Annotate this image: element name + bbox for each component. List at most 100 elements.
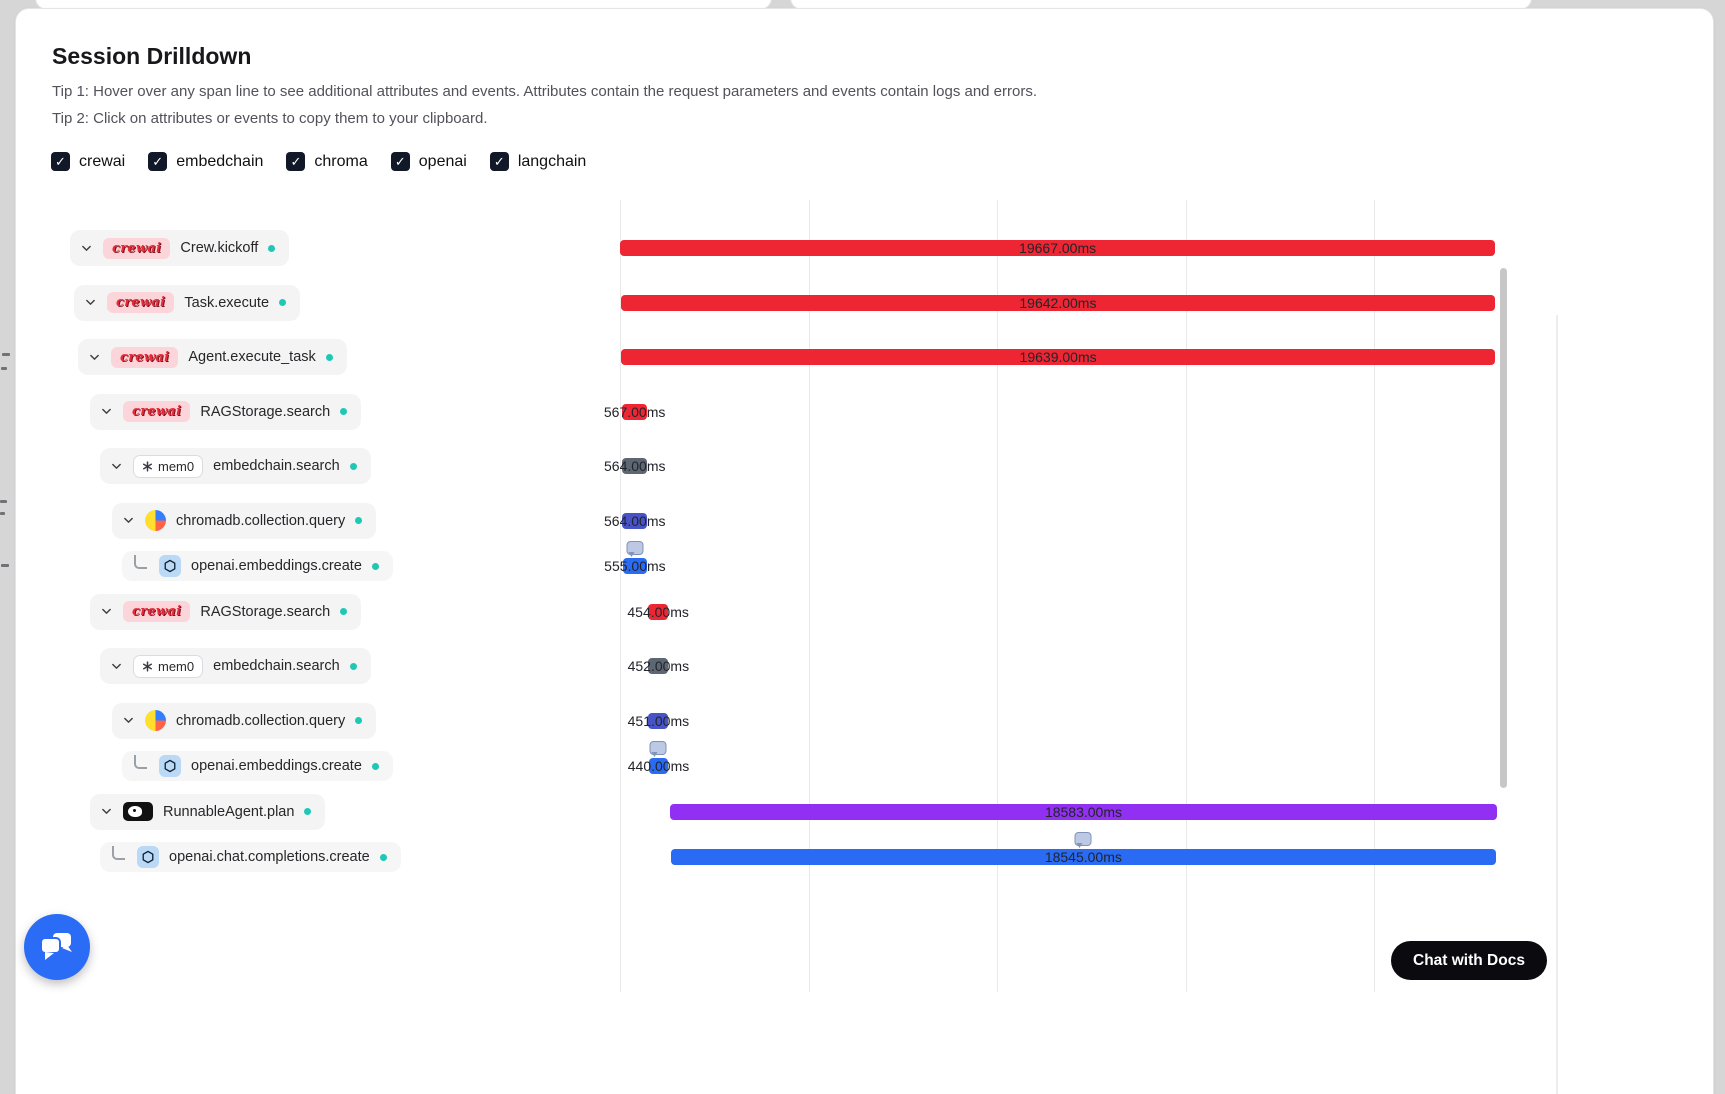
chevron-down-icon[interactable] <box>100 805 113 818</box>
chevron-down-icon[interactable] <box>110 460 123 473</box>
status-dot <box>349 662 357 670</box>
filter-label: embedchain <box>176 152 264 170</box>
trace-row: crewai Task.execute 19642.00ms <box>0 284 1725 321</box>
status-dot <box>268 244 276 252</box>
span-name: embedchain.search <box>213 458 340 474</box>
status-dot <box>371 562 379 570</box>
timeline-grid <box>620 200 1510 992</box>
elbow-connector-icon <box>134 555 147 569</box>
span-pill[interactable]: chromadb.collection.query <box>112 702 377 739</box>
filter-embedchain[interactable]: ✓ embedchain <box>148 152 263 171</box>
chat-bubbles-icon <box>39 931 75 963</box>
chevron-down-icon[interactable] <box>80 242 93 255</box>
chevron-down-icon[interactable] <box>110 660 123 673</box>
span-bar[interactable] <box>622 403 648 420</box>
filter-bar: ✓ crewai ✓ embedchain ✓ chroma ✓ openai ✓ langcha… <box>51 152 586 171</box>
openai-logo <box>159 555 181 577</box>
trace-row: crewai Crew.kickoff 19667.00ms <box>0 230 1725 266</box>
span-bar[interactable] <box>620 240 1496 256</box>
gridline <box>620 200 621 992</box>
crewai-logo: crewai <box>123 401 191 422</box>
span-pill[interactable]: crewai Crew.kickoff <box>70 230 290 266</box>
status-dot <box>355 717 363 724</box>
span-name: Crew.kickoff <box>180 240 259 256</box>
span-pill[interactable]: crewai Agent.execute_task <box>78 339 347 375</box>
span-pill[interactable]: RunnableAgent.plan <box>90 793 326 830</box>
span-bar[interactable] <box>622 458 648 474</box>
checkbox-checked-icon[interactable]: ✓ <box>390 152 410 171</box>
tip-2: Tip 2: Click on attributes or events to … <box>52 110 488 127</box>
checkbox-checked-icon[interactable]: ✓ <box>51 152 70 171</box>
span-pill[interactable]: openai.chat.completions.create <box>100 842 401 872</box>
filter-langchain[interactable]: ✓ langchain <box>489 152 586 171</box>
filter-label: openai <box>418 152 467 170</box>
span-pill[interactable]: crewai RAGStorage.search <box>90 393 362 430</box>
event-bubble-icon[interactable] <box>626 541 644 557</box>
chevron-down-icon[interactable] <box>122 714 135 727</box>
span-name: chromadb.collection.query <box>176 512 346 529</box>
checkbox-checked-icon[interactable]: ✓ <box>148 152 168 171</box>
chroma-logo <box>145 510 166 531</box>
checkbox-checked-icon[interactable]: ✓ <box>286 152 306 171</box>
trace-row: crewai RAGStorage.search 567.00ms <box>0 393 1725 430</box>
filter-openai[interactable]: ✓ openai <box>390 152 467 171</box>
trace-scrollbar[interactable] <box>1500 268 1507 788</box>
filter-crewai[interactable]: ✓ crewai <box>51 152 125 171</box>
event-bubble-icon[interactable] <box>649 741 667 757</box>
chroma-logo <box>145 710 166 731</box>
span-bar[interactable] <box>622 512 648 529</box>
trace-row: RunnableAgent.plan 18583.00ms <box>0 793 1725 830</box>
span-pill[interactable]: crewai Task.execute <box>74 284 301 321</box>
span-pill[interactable]: crewai RAGStorage.search <box>90 593 362 630</box>
span-name: Agent.execute_task <box>188 349 316 365</box>
span-duration-label: 555.00ms <box>604 558 666 574</box>
trace-row: openai.embeddings.create 440.00ms <box>0 741 1725 784</box>
chevron-down-icon[interactable] <box>122 514 135 527</box>
chat-with-docs-button[interactable]: Chat with Docs <box>1391 941 1547 980</box>
filter-chroma[interactable]: ✓ chroma <box>286 152 368 171</box>
gridline <box>1185 200 1187 992</box>
span-bar[interactable] <box>670 803 1497 820</box>
span-bar[interactable] <box>648 603 669 620</box>
crewai-logo: crewai <box>103 237 171 259</box>
status-dot <box>304 808 312 815</box>
span-bar[interactable] <box>648 712 669 729</box>
chevron-down-icon[interactable] <box>100 605 113 618</box>
status-dot <box>379 853 387 861</box>
span-pill[interactable]: openai.embeddings.create <box>122 551 393 581</box>
chevron-down-icon[interactable] <box>100 405 113 418</box>
checkbox-checked-icon[interactable]: ✓ <box>489 152 509 171</box>
span-pill[interactable]: chromadb.collection.query <box>112 502 377 539</box>
span-name: openai.embeddings.create <box>191 558 362 574</box>
trace-row: crewai RAGStorage.search 454.00ms <box>0 593 1725 630</box>
span-bar[interactable] <box>620 294 1495 311</box>
span-bar[interactable] <box>622 558 648 574</box>
status-dot <box>349 462 357 470</box>
status-dot <box>371 762 379 770</box>
span-duration-label: 567.00ms <box>603 403 666 420</box>
span-bar[interactable] <box>648 758 669 774</box>
gridline <box>1374 200 1375 992</box>
span-duration-label: 19667.00ms <box>1019 240 1097 256</box>
span-bar[interactable] <box>621 349 1496 365</box>
clipped-background-content <box>0 512 5 515</box>
chevron-down-icon[interactable] <box>84 296 97 309</box>
span-bar[interactable] <box>670 849 1496 865</box>
span-pill[interactable]: mem0 embedchain.search <box>100 648 371 684</box>
crewai-logo: crewai <box>111 346 179 368</box>
chat-launcher-button[interactable] <box>24 914 90 980</box>
chevron-down-icon[interactable] <box>88 351 101 364</box>
span-duration-label: 19639.00ms <box>1019 349 1097 365</box>
gridline <box>997 200 998 992</box>
event-bubble-icon[interactable] <box>1074 832 1092 848</box>
span-name: embedchain.search <box>213 658 340 674</box>
clipped-background-content <box>0 500 7 503</box>
span-bar[interactable] <box>648 658 669 674</box>
status-dot <box>340 608 348 615</box>
openai-logo <box>137 846 159 868</box>
span-pill[interactable]: openai.embeddings.create <box>122 751 393 781</box>
span-pill[interactable]: mem0 embedchain.search <box>100 448 371 484</box>
trace-row: openai.chat.completions.create 18545.00ms <box>0 832 1725 875</box>
span-name: chromadb.collection.query <box>176 712 346 729</box>
